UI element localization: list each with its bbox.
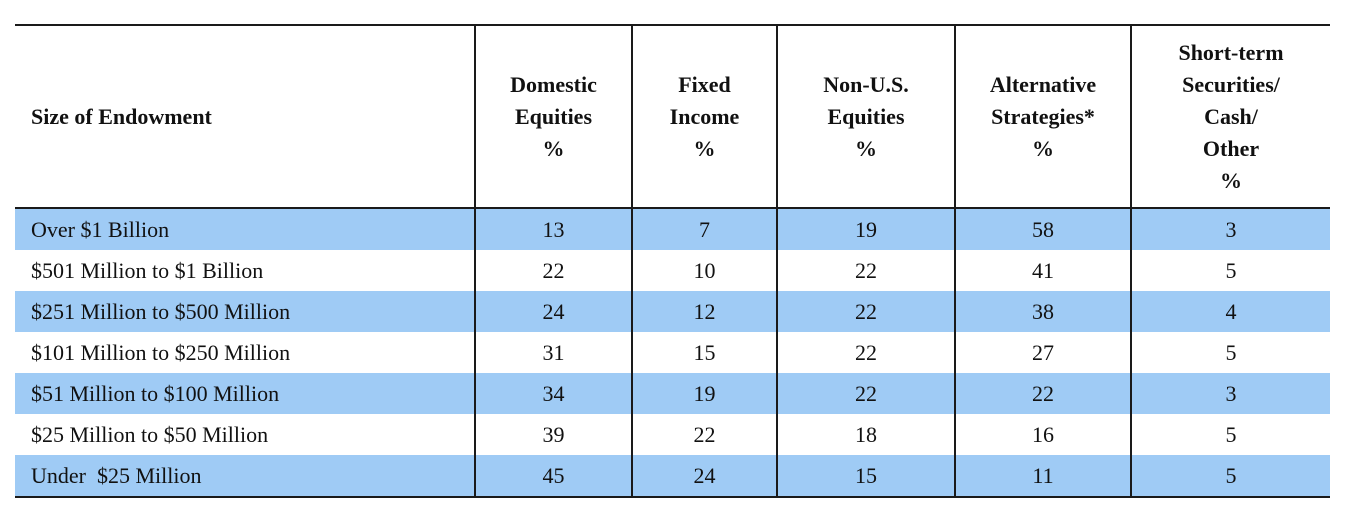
header-line: Equities — [827, 103, 905, 129]
header-row: Size of Endowment Domestic Equities % Fi… — [15, 24, 1330, 209]
header-alternative-strategies: Alternative Strategies* % — [954, 24, 1131, 209]
cell-non-us-equities: 15 — [776, 455, 955, 498]
header-size-of-endowment: Size of Endowment — [15, 24, 475, 209]
header-line: Fixed — [678, 71, 731, 97]
cell-fixed-income: 15 — [631, 332, 777, 373]
cell-short-term-cash-other: 5 — [1130, 250, 1330, 291]
header-non-us-equities: Non-U.S. Equities % — [776, 24, 955, 209]
table-row: $51 Million to $100 Million 34 19 22 22 … — [15, 373, 1330, 414]
row-label: $501 Million to $1 Billion — [31, 258, 264, 283]
header-line: Non-U.S. — [823, 71, 909, 97]
cell-short-term-cash-other: 5 — [1130, 455, 1330, 498]
cell-short-term-cash-other: 3 — [1130, 208, 1330, 250]
table-row: $101 Million to $250 Million 31 15 22 27… — [15, 332, 1330, 373]
cell-alternative-strategies: 38 — [954, 291, 1131, 332]
cell-alternative-strategies: 16 — [954, 414, 1131, 455]
row-label: $251 Million to $500 Million — [15, 291, 475, 332]
cell-domestic-equities: 31 — [474, 332, 632, 373]
header-line: Strategies* — [991, 103, 1095, 129]
cell-fixed-income: 10 — [631, 250, 777, 291]
cell-alternative-strategies: 41 — [954, 250, 1131, 291]
cell-non-us-equities: 22 — [776, 332, 955, 373]
header-line: % — [855, 135, 877, 161]
header-line: Income — [669, 103, 740, 129]
header-short-term-cash-other: Short-term Securities/ Cash/ Other % — [1130, 24, 1330, 209]
row-label: Over $1 Billion — [15, 208, 475, 250]
cell-short-term-cash-other: 3 — [1130, 373, 1330, 414]
header-line: Alternative — [989, 71, 1097, 97]
header-line: % — [1220, 167, 1242, 193]
cell-fixed-income: 22 — [631, 414, 777, 455]
cell-alternative-strategies: 27 — [954, 332, 1131, 373]
cell-domestic-equities: 45 — [474, 455, 632, 498]
cell-alternative-strategies: 58 — [954, 208, 1131, 250]
header-line: Securities/ — [1182, 71, 1280, 97]
endowment-allocation-table: Size of Endowment Domestic Equities % Fi… — [15, 24, 1330, 498]
table-row: $251 Million to $500 Million 24 12 22 38… — [15, 291, 1330, 332]
header-domestic-equities: Domestic Equities % — [474, 24, 632, 209]
table-row: Over $1 Billion 13 7 19 58 3 — [15, 208, 1330, 250]
cell-alternative-strategies: 11 — [954, 455, 1131, 498]
header-line: Other — [1202, 135, 1260, 161]
cell-non-us-equities: 22 — [776, 250, 955, 291]
cell-non-us-equities: 22 — [776, 291, 955, 332]
cell-short-term-cash-other: 5 — [1130, 332, 1330, 373]
cell-domestic-equities: 34 — [474, 373, 632, 414]
cell-short-term-cash-other: 4 — [1130, 291, 1330, 332]
row-label: Under $25 Million — [15, 455, 475, 498]
cell-domestic-equities: 24 — [474, 291, 632, 332]
row-label: $101 Million to $250 Million — [31, 340, 291, 365]
table-row: $501 Million to $1 Billion 22 10 22 41 5 — [15, 250, 1330, 291]
cell-fixed-income: 7 — [631, 208, 777, 250]
cell-non-us-equities: 19 — [776, 208, 955, 250]
table-row: $25 Million to $50 Million 39 22 18 16 5 — [15, 414, 1330, 455]
cell-domestic-equities: 13 — [474, 208, 632, 250]
cell-domestic-equities: 39 — [474, 414, 632, 455]
cell-short-term-cash-other: 5 — [1130, 414, 1330, 455]
header-line: Equities — [514, 103, 593, 129]
header-line: % — [542, 135, 565, 161]
header-line: Cash/ — [1204, 103, 1258, 129]
cell-alternative-strategies: 22 — [954, 373, 1131, 414]
header-line: Domestic — [510, 71, 597, 97]
header-fixed-income: Fixed Income % — [631, 24, 777, 209]
table-row: Under $25 Million 45 24 15 11 5 — [15, 455, 1330, 498]
cell-fixed-income: 24 — [631, 455, 777, 498]
header-line: % — [1032, 135, 1054, 161]
cell-non-us-equities: 22 — [776, 373, 955, 414]
cell-fixed-income: 12 — [631, 291, 777, 332]
header-line: % — [693, 135, 716, 161]
row-label: $25 Million to $50 Million — [31, 422, 269, 447]
cell-fixed-income: 19 — [631, 373, 777, 414]
header-line: Short-term — [1178, 39, 1284, 65]
cell-non-us-equities: 18 — [776, 414, 955, 455]
cell-domestic-equities: 22 — [474, 250, 632, 291]
row-label: $51 Million to $100 Million — [15, 373, 475, 414]
